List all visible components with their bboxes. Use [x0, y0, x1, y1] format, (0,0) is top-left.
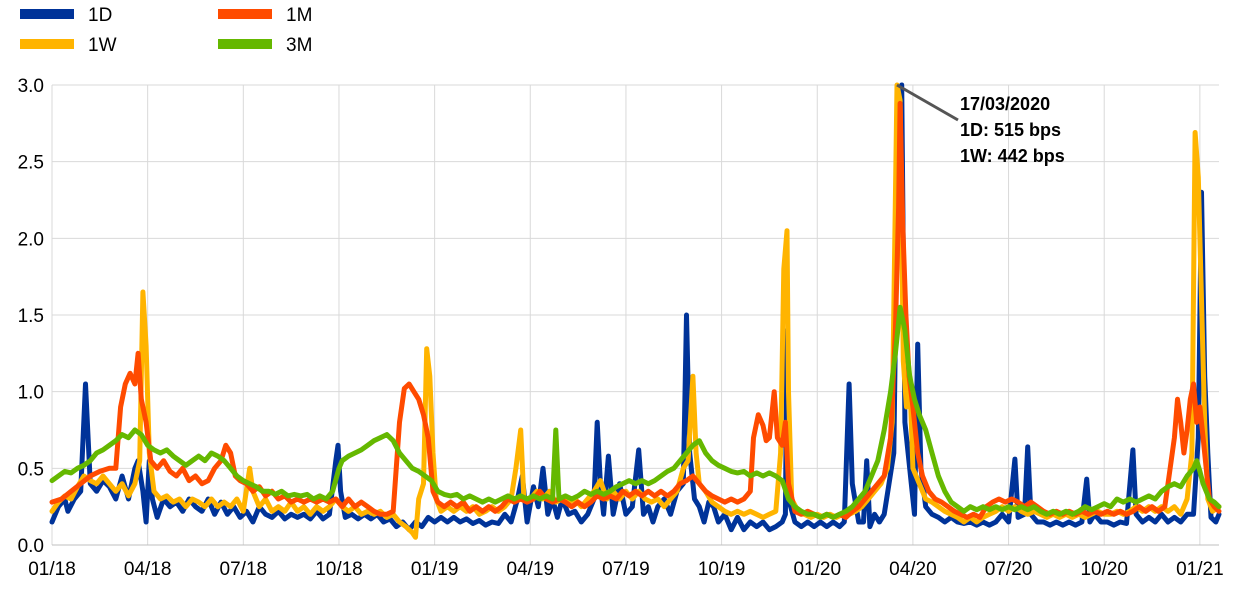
x-tick-label: 10/19: [698, 559, 746, 580]
legend-swatch-3m: [218, 39, 272, 49]
x-tick-label: 04/20: [889, 559, 937, 580]
grid: [51, 84, 1219, 546]
x-tick-label: 04/18: [124, 559, 172, 580]
series-layer: [49, 82, 1222, 540]
x-tick-label: 01/19: [411, 559, 459, 580]
y-tick-label: 1.5: [18, 306, 44, 327]
y-tick-label: 3.0: [18, 76, 44, 97]
series-line-1w: [49, 82, 1222, 540]
annotation-date: 17/03/2020: [960, 94, 1050, 114]
x-tick-label: 10/18: [315, 559, 363, 580]
x-tick-label: 01/20: [793, 559, 841, 580]
axes: 0.0 0.5 1.0 1.5 2.0 2.5 3.0 01/18 04/18 07/18 10/1…: [18, 76, 1224, 580]
x-tick-label: 10/20: [1080, 559, 1128, 580]
x-tick-label: 01/18: [28, 559, 76, 580]
annotation-1w-value: 1W: 442 bps: [960, 146, 1065, 166]
legend-swatch-1d: [20, 9, 74, 19]
x-tick-label: 07/19: [602, 559, 650, 580]
legend: 1D 1W 1M 3M: [20, 5, 312, 56]
x-tick-label: 07/20: [985, 559, 1033, 580]
annotation: 17/03/2020 1D: 515 bps 1W: 442 bps: [896, 83, 1065, 166]
series-line-3m: [49, 304, 1222, 520]
x-tick-label: 04/19: [507, 559, 555, 580]
legend-label-3m: 3M: [286, 35, 312, 56]
y-tick-label: 2.5: [18, 153, 44, 174]
annotation-leader-line: [896, 83, 959, 122]
legend-label-1w: 1W: [88, 35, 117, 56]
annotation-1d-value: 1D: 515 bps: [960, 120, 1061, 140]
x-tick-label: 07/18: [220, 559, 268, 580]
y-tick-label: 2.0: [18, 229, 44, 250]
legend-swatch-1w: [20, 39, 74, 49]
legend-swatch-1m: [218, 9, 272, 19]
y-tick-label: 0.5: [18, 459, 44, 480]
legend-label-1d: 1D: [88, 5, 112, 26]
y-tick-label: 1.0: [18, 383, 44, 404]
legend-label-1m: 1M: [286, 5, 312, 26]
y-tick-label: 0.0: [18, 536, 44, 557]
x-tick-label: 01/21: [1176, 559, 1224, 580]
